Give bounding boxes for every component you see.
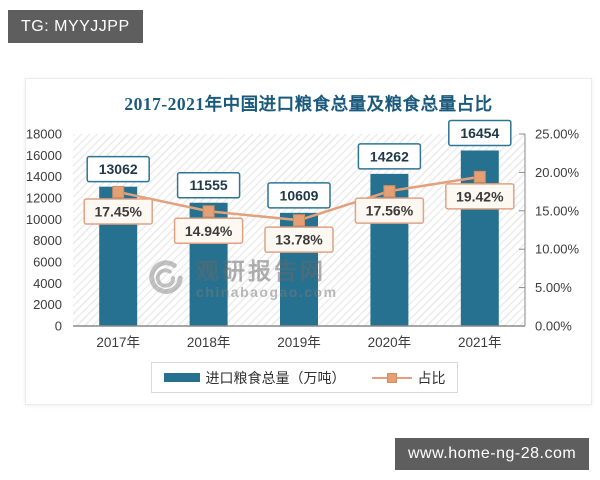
svg-text:0: 0	[55, 319, 62, 334]
svg-text:10000: 10000	[26, 212, 62, 227]
svg-text:16454: 16454	[460, 125, 499, 141]
svg-text:20.00%: 20.00%	[535, 165, 580, 180]
line-marker-2018年	[202, 205, 215, 218]
svg-text:17.45%: 17.45%	[94, 203, 142, 219]
line-marker-2017年	[112, 185, 125, 198]
svg-text:2020年: 2020年	[368, 335, 412, 350]
svg-text:2018年: 2018年	[187, 335, 231, 350]
line-marker-2019年	[293, 214, 305, 227]
chart-legend: 进口粮食总量（万吨） 占比	[151, 362, 458, 393]
svg-text:14.94%: 14.94%	[185, 223, 233, 239]
svg-text:14262: 14262	[370, 148, 409, 164]
svg-text:25.00%: 25.00%	[535, 127, 580, 142]
svg-text:2019年: 2019年	[277, 335, 321, 350]
svg-text:5.00%: 5.00%	[535, 280, 572, 295]
legend-item-bar-series: 进口粮食总量（万吨）	[163, 368, 346, 388]
svg-text:13062: 13062	[99, 161, 138, 177]
line-marker-2020年	[383, 185, 396, 198]
line-series-marker-icon	[371, 372, 412, 383]
svg-text:15.00%: 15.00%	[535, 203, 580, 218]
svg-text:2000: 2000	[33, 297, 62, 312]
svg-text:2021年: 2021年	[458, 335, 502, 350]
svg-text:10609: 10609	[280, 187, 319, 203]
svg-text:8000: 8000	[33, 233, 62, 248]
line-series-label: 占比	[417, 369, 446, 386]
legend-item-line-series: 占比	[371, 368, 446, 388]
svg-text:2017年: 2017年	[96, 335, 140, 350]
svg-text:18000: 18000	[26, 127, 62, 142]
tg-contact-banner: TG: MYYJJPP	[8, 10, 143, 43]
svg-text:19.42%: 19.42%	[456, 188, 504, 204]
svg-text:4000: 4000	[33, 276, 62, 291]
chart-card: 2017-2021年中国进口粮食总量及粮食总量占比 0.00% 5.00% 10.0…	[25, 78, 592, 405]
svg-text:0.00%: 0.00%	[535, 319, 572, 334]
chart-title: 2017-2021年中国进口粮食总量及粮食总量占比	[124, 94, 493, 114]
bar-series-label: 进口粮食总量（万吨）	[205, 369, 346, 386]
svg-text:14000: 14000	[26, 169, 62, 184]
svg-text:12000: 12000	[26, 191, 62, 206]
url-banner: www.home-ng-28.com	[395, 438, 590, 470]
bar-series-swatch-icon	[163, 373, 200, 382]
svg-text:16000: 16000	[26, 148, 62, 163]
svg-text:6000: 6000	[33, 255, 62, 270]
tg-contact-text: TG: MYYJJPP	[21, 17, 130, 35]
url-banner-text: www.home-ng-28.com	[408, 445, 577, 462]
svg-text:17.56%: 17.56%	[366, 203, 414, 219]
svg-text:13.78%: 13.78%	[275, 232, 323, 248]
svg-text:10.00%: 10.00%	[535, 242, 580, 257]
line-marker-2021年	[473, 170, 486, 183]
svg-text:11555: 11555	[190, 177, 228, 193]
grain-import-chart: 0.00% 5.00% 10.00% 15.00% 20.00% 25.00% 0 2000 4…	[26, 119, 580, 350]
